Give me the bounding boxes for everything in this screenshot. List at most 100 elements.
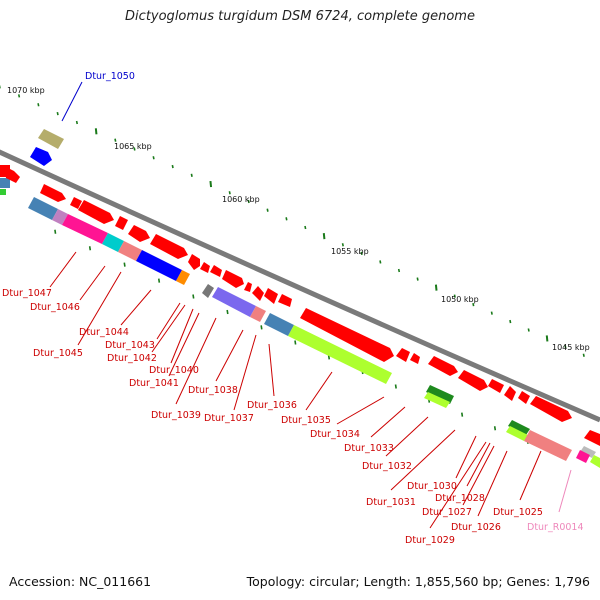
gene-feature — [426, 385, 454, 404]
gene-feature — [115, 216, 128, 230]
gene-label: Dtur_1041 — [129, 378, 179, 389]
leader-line — [336, 396, 385, 425]
gene-labels: Dtur_1050 Dtur_1047 Dtur_1046 Dtur_1045 … — [2, 71, 584, 546]
leader-line — [77, 271, 122, 346]
gene-label: Dtur_1047 — [2, 288, 52, 299]
gene-feature — [252, 286, 264, 301]
gene-feature — [78, 200, 114, 224]
minor-tick — [152, 156, 155, 160]
gene-feature — [28, 197, 58, 220]
gene-label: Dtur_1038 — [188, 385, 238, 396]
leader-line — [519, 450, 542, 501]
leader-line — [462, 445, 495, 506]
minor-tick — [453, 294, 456, 298]
leader-line — [305, 371, 333, 411]
gene-feature — [504, 386, 516, 401]
scale-label: 1045 kbp — [552, 343, 590, 352]
gene-label: Dtur_1036 — [247, 400, 297, 411]
gene-feature — [410, 353, 420, 364]
gene-feature — [576, 450, 590, 463]
gene-label: Dtur_1028 — [435, 493, 485, 504]
inner-tick — [54, 229, 57, 234]
gene-label: Dtur_1045 — [33, 348, 83, 359]
gene-feature — [30, 147, 52, 166]
gene-feature — [212, 287, 256, 317]
minor-tick — [397, 268, 401, 273]
gene-label: Dtur_1032 — [362, 461, 412, 472]
inner-tick — [88, 246, 92, 251]
gene-label: Dtur_R0014 — [527, 522, 584, 533]
gene-feature — [0, 178, 10, 188]
gene-feature — [200, 262, 210, 273]
minor-tick — [509, 319, 512, 324]
minor-tick — [527, 328, 530, 332]
major-tick — [434, 284, 438, 291]
inner-tick — [192, 294, 195, 299]
minor-tick — [114, 138, 117, 142]
gene-label: Dtur_1033 — [344, 443, 394, 454]
minor-tick — [285, 217, 288, 221]
gene-feature — [202, 284, 214, 298]
gene-feature — [518, 391, 530, 404]
leader-line — [61, 81, 83, 122]
minor-tick — [75, 120, 79, 125]
minor-tick — [37, 103, 40, 107]
gene-feature — [244, 282, 252, 292]
leader-line — [477, 450, 508, 517]
gene-feature — [222, 270, 244, 288]
gene-feature — [62, 214, 108, 244]
gene-feature — [580, 446, 596, 458]
gene-label: Dtur_1043 — [105, 340, 155, 351]
minor-tick — [133, 147, 136, 151]
gene-feature — [508, 420, 530, 435]
gene-feature — [70, 197, 82, 209]
gene-label: Dtur_1025 — [493, 507, 543, 518]
leader-line — [455, 435, 477, 479]
gene-label: Dtur_1050 — [85, 71, 135, 82]
gene-feature — [118, 241, 142, 261]
gene-feature — [488, 379, 504, 393]
scale-labels: 1070 kbp 1065 kbp 1060 kbp 1055 kbp 1050… — [7, 86, 590, 352]
gene-features — [0, 129, 600, 468]
leader-line — [49, 251, 77, 288]
minor-tick — [56, 111, 59, 116]
minor-tick — [360, 251, 363, 256]
gene-feature — [524, 430, 572, 461]
major-tick — [322, 233, 326, 240]
inner-tick — [226, 309, 229, 315]
minor-tick — [17, 94, 21, 98]
gene-feature — [250, 306, 266, 322]
minor-tick — [416, 277, 419, 281]
leader-line — [385, 416, 429, 457]
gene-feature — [52, 209, 68, 225]
gene-feature — [428, 356, 458, 376]
minor-tick — [228, 191, 231, 195]
scale-label: 1070 kbp — [7, 86, 45, 95]
minor-tick — [564, 345, 567, 349]
scale-label: 1050 kbp — [441, 295, 479, 304]
leader-line — [175, 317, 217, 405]
gene-label: Dtur_1037 — [204, 413, 254, 424]
leader-line — [429, 441, 487, 529]
scale-label: 1065 kbp — [114, 142, 152, 151]
leader-line — [370, 406, 406, 438]
chromosome-backbone — [0, 149, 600, 423]
gene-feature — [424, 392, 450, 408]
gene-label: Dtur_1040 — [149, 365, 199, 376]
inner-tick — [461, 412, 464, 417]
gene-feature — [136, 250, 182, 281]
minor-tick — [171, 164, 174, 169]
gene-feature — [150, 234, 188, 259]
gene-label: Dtur_1031 — [366, 497, 416, 508]
minor-tick — [490, 311, 493, 315]
gene-feature — [300, 308, 394, 362]
inner-tick — [260, 325, 263, 330]
gene-feature — [506, 426, 528, 441]
gene-label: Dtur_1046 — [30, 302, 80, 313]
gene-feature — [102, 233, 124, 252]
gene-feature — [210, 265, 222, 277]
major-tick — [545, 335, 549, 342]
gene-feature — [4, 166, 20, 183]
leader-line — [390, 429, 456, 491]
